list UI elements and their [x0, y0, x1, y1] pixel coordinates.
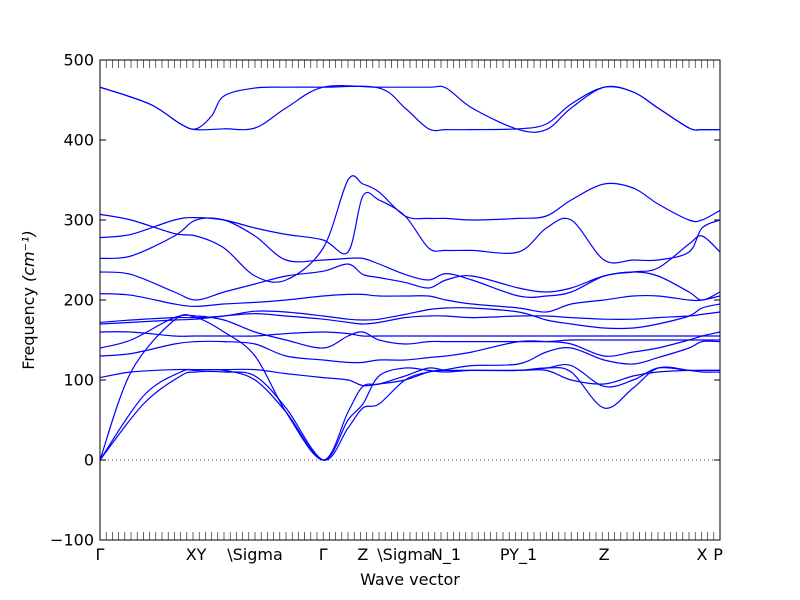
band-line-3 [99, 314, 720, 461]
band-line-14 [99, 175, 721, 283]
x-tick-label: Z [357, 545, 368, 564]
y-axis-label: Frequency (cm⁻¹) [19, 230, 38, 369]
x-tick-label: Z [599, 545, 610, 564]
y-tick-label: 100 [63, 371, 94, 390]
band-line-1 [99, 369, 720, 461]
x-tick-label: \Sigma [227, 545, 283, 564]
y-axis-ticks: −100 0 100 200 300 400 500 [50, 51, 720, 550]
band-line-7 [99, 331, 720, 337]
x-tick-label: X [697, 545, 708, 564]
band-line-2 [99, 366, 721, 461]
band-line-5 [99, 331, 721, 364]
band-line-12 [99, 217, 721, 298]
band-line-4 [99, 340, 721, 387]
band-line-9 [99, 303, 721, 330]
x-tick-label: \Sigma [377, 545, 433, 564]
y-axis-label-text: Frequency [19, 287, 38, 370]
x-tick-label: XY [186, 545, 207, 564]
band-line-15 [99, 85, 721, 133]
y-tick-label: 400 [63, 131, 94, 150]
band-line-10 [99, 293, 721, 313]
y-tick-label: 300 [63, 211, 94, 230]
y-axis-label-unit: (cm⁻¹) [19, 230, 38, 282]
y-tick-label: 500 [63, 51, 94, 70]
x-tick-label: Γ [319, 545, 328, 564]
phonon-bands [99, 85, 721, 461]
x-tick-label: P [713, 545, 723, 564]
band-line-6 [99, 314, 720, 349]
band-line-16 [99, 85, 721, 132]
x-tick-label: PY_1 [500, 545, 537, 565]
y-tick-label: 0 [84, 451, 94, 470]
x-tick-label: N_1 [431, 545, 461, 565]
y-tick-label: 200 [63, 291, 94, 310]
band-line-13 [99, 191, 721, 264]
y-tick-label: −100 [50, 531, 94, 550]
x-tick-label: Γ [96, 545, 105, 564]
band-line-11 [99, 263, 721, 301]
x-axis-label: Wave vector [360, 570, 460, 589]
